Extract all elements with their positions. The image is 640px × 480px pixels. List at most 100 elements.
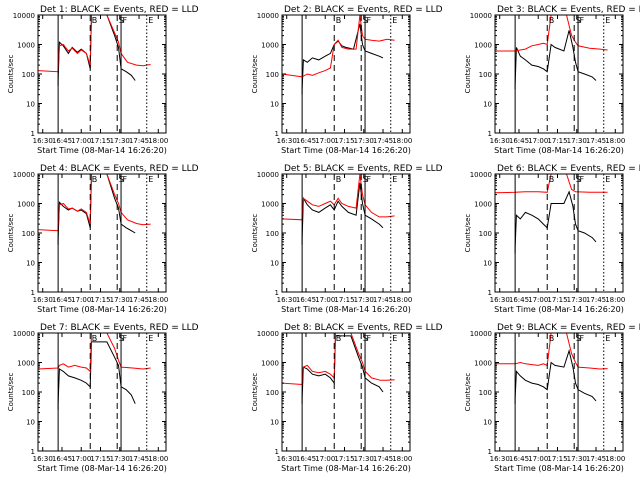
plot-area (495, 333, 608, 404)
x-tick-label: 17:00 (528, 137, 548, 145)
event-marker-label: B (336, 16, 342, 25)
chart-title: Det 7: BLACK = Events, RED = LLD (40, 323, 199, 333)
y-axis-label: Counts/sec (251, 214, 259, 253)
chart-panel: Det 8: BLACK = Events, RED = LLDBSFE1101… (251, 323, 443, 473)
y-tick-label: 1000 (17, 42, 35, 50)
y-tick-label: 1000 (474, 42, 492, 50)
series-line-lld (495, 174, 608, 194)
y-tick-label: 10 (26, 260, 35, 268)
x-tick-label: 17:30 (110, 455, 130, 463)
y-tick-label: 10 (26, 101, 35, 109)
x-tick-label: 16:30 (33, 137, 53, 145)
chart-panel: Det 7: BLACK = Events, RED = LLDBSFE1101… (7, 323, 199, 473)
event-marker-label: E (148, 175, 153, 184)
event-marker-label: B (336, 334, 342, 343)
chart-title: Det 2: BLACK = Events, RED = LLD (284, 5, 443, 15)
x-tick-label: 16:45 (52, 455, 72, 463)
y-tick-label: 100 (22, 389, 35, 397)
y-tick-label: 10000 (13, 330, 35, 338)
chart-title: Det 3: BLACK = Events, RED = LLD (497, 5, 640, 15)
x-tick-label: 16:45 (296, 296, 316, 304)
x-tick-label: 17:45 (586, 455, 606, 463)
y-axis-label: Counts/sec (464, 55, 472, 94)
y-tick-label: 1000 (474, 360, 492, 368)
x-tick-label: 17:15 (547, 137, 567, 145)
y-tick-label: 100 (479, 389, 492, 397)
x-tick-label: 16:45 (509, 137, 529, 145)
x-tick-label: 17:45 (129, 137, 149, 145)
x-tick-label: 17:45 (129, 296, 149, 304)
x-tick-label: 16:30 (490, 296, 510, 304)
x-tick-label: 17:15 (547, 296, 567, 304)
x-axis-label: Start Time (08-Mar-14 16:26:20) (281, 305, 411, 314)
y-axis-label: Counts/sec (251, 373, 259, 412)
series-line-events (301, 23, 384, 95)
series-line-events (301, 182, 384, 245)
x-tick-label: 17:00 (71, 296, 91, 304)
y-tick-label: 1000 (17, 360, 35, 368)
y-tick-label: 1 (31, 130, 35, 138)
y-axis-label: Counts/sec (464, 214, 472, 253)
x-tick-label: 18:00 (392, 296, 412, 304)
y-tick-label: 1 (488, 448, 492, 456)
y-tick-label: 10 (270, 260, 279, 268)
x-tick-label: 18:00 (605, 296, 625, 304)
event-marker-label: E (148, 334, 153, 343)
event-marker-label: B (92, 16, 98, 25)
x-tick-label: 17:15 (334, 455, 354, 463)
x-tick-label: 16:45 (509, 296, 529, 304)
y-tick-label: 1 (488, 289, 492, 297)
series-line-events (57, 341, 136, 410)
y-tick-label: 100 (266, 389, 279, 397)
y-tick-label: 100 (22, 71, 35, 79)
y-tick-label: 10 (270, 101, 279, 109)
chart-panel: Det 6: BLACK = Events, RED = LLDBSFE1101… (464, 164, 640, 314)
x-tick-label: 17:00 (315, 296, 335, 304)
x-axis-label: Start Time (08-Mar-14 16:26:20) (37, 146, 167, 155)
x-tick-label: 17:30 (567, 137, 587, 145)
x-tick-label: 17:45 (129, 455, 149, 463)
chart-panel: Det 4: BLACK = Events, RED = LLDBSFE1101… (7, 164, 199, 314)
x-tick-label: 17:00 (528, 455, 548, 463)
event-marker-label: B (92, 175, 98, 184)
chart-title: Det 4: BLACK = Events, RED = LLD (40, 164, 199, 174)
x-axis-label: Start Time (08-Mar-14 16:26:20) (37, 464, 167, 473)
x-tick-label: 16:30 (277, 296, 297, 304)
x-tick-label: 17:30 (354, 137, 374, 145)
y-tick-label: 10000 (13, 12, 35, 20)
x-tick-label: 17:30 (354, 296, 374, 304)
event-marker-label: B (549, 16, 555, 25)
x-tick-label: 16:45 (52, 137, 72, 145)
plot-area (282, 174, 395, 245)
plot-area (495, 174, 608, 254)
x-tick-label: 18:00 (392, 455, 412, 463)
series-line-events (514, 190, 597, 254)
chart-panel: Det 9: BLACK = Events, RED = LLDBSFE1101… (464, 323, 640, 473)
event-marker-label: F (580, 175, 585, 184)
event-marker-label: B (549, 334, 555, 343)
series-line-lld (495, 333, 608, 370)
x-tick-label: 17:45 (373, 455, 393, 463)
series-line-lld (38, 333, 151, 373)
x-axis-label: Start Time (08-Mar-14 16:26:20) (281, 146, 411, 155)
series-line-lld (282, 333, 395, 386)
y-tick-label: 1 (488, 130, 492, 138)
y-tick-label: 100 (479, 230, 492, 238)
y-tick-label: 1000 (17, 201, 35, 209)
plot-area (38, 15, 151, 86)
x-tick-label: 16:45 (296, 137, 316, 145)
event-marker-label: F (580, 334, 585, 343)
y-axis-label: Counts/sec (7, 214, 15, 253)
y-axis-label: Counts/sec (251, 55, 259, 94)
y-axis-label: Counts/sec (7, 55, 15, 94)
y-tick-label: 1 (31, 289, 35, 297)
y-tick-label: 1000 (474, 201, 492, 209)
x-tick-label: 17:30 (354, 455, 374, 463)
x-tick-label: 17:30 (567, 455, 587, 463)
x-tick-label: 16:45 (296, 455, 316, 463)
x-tick-label: 18:00 (392, 137, 412, 145)
x-tick-label: 17:15 (334, 296, 354, 304)
y-tick-label: 10 (483, 419, 492, 427)
x-tick-label: 17:00 (528, 296, 548, 304)
